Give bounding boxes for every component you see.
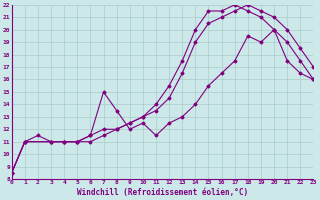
X-axis label: Windchill (Refroidissement éolien,°C): Windchill (Refroidissement éolien,°C) bbox=[77, 188, 248, 197]
